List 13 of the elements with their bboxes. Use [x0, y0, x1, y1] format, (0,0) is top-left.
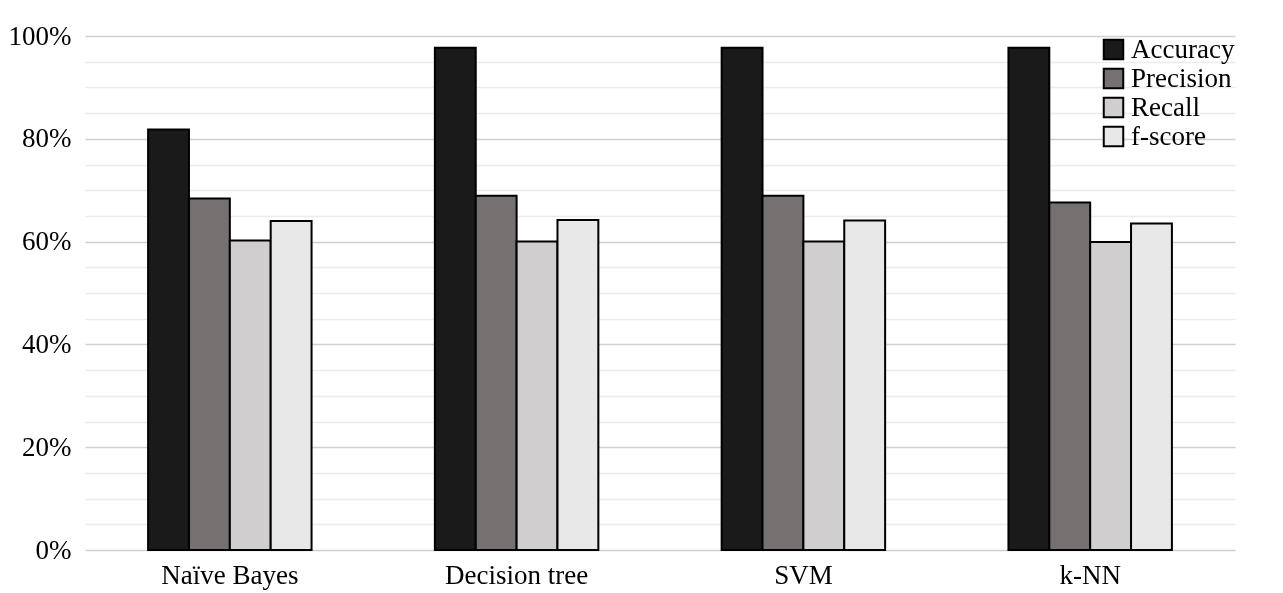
y-tick-label: 60% [22, 226, 72, 257]
y-tick-label: 100% [8, 20, 72, 51]
legend-label: Recall [1131, 91, 1200, 122]
x-tick-label: Naïve Bayes [161, 559, 299, 590]
y-tick-label: 80% [22, 123, 72, 154]
x-tick-label: SVM [774, 559, 833, 590]
y-tick-label: 20% [22, 431, 72, 462]
y-tick-label: 0% [35, 534, 72, 565]
x-tick-label: k-NN [1059, 559, 1121, 590]
x-tick-label: Decision tree [445, 559, 589, 590]
y-tick-label: 40% [22, 328, 72, 359]
legend-label: f-score [1131, 120, 1206, 151]
legend-label: Accuracy [1131, 33, 1235, 64]
